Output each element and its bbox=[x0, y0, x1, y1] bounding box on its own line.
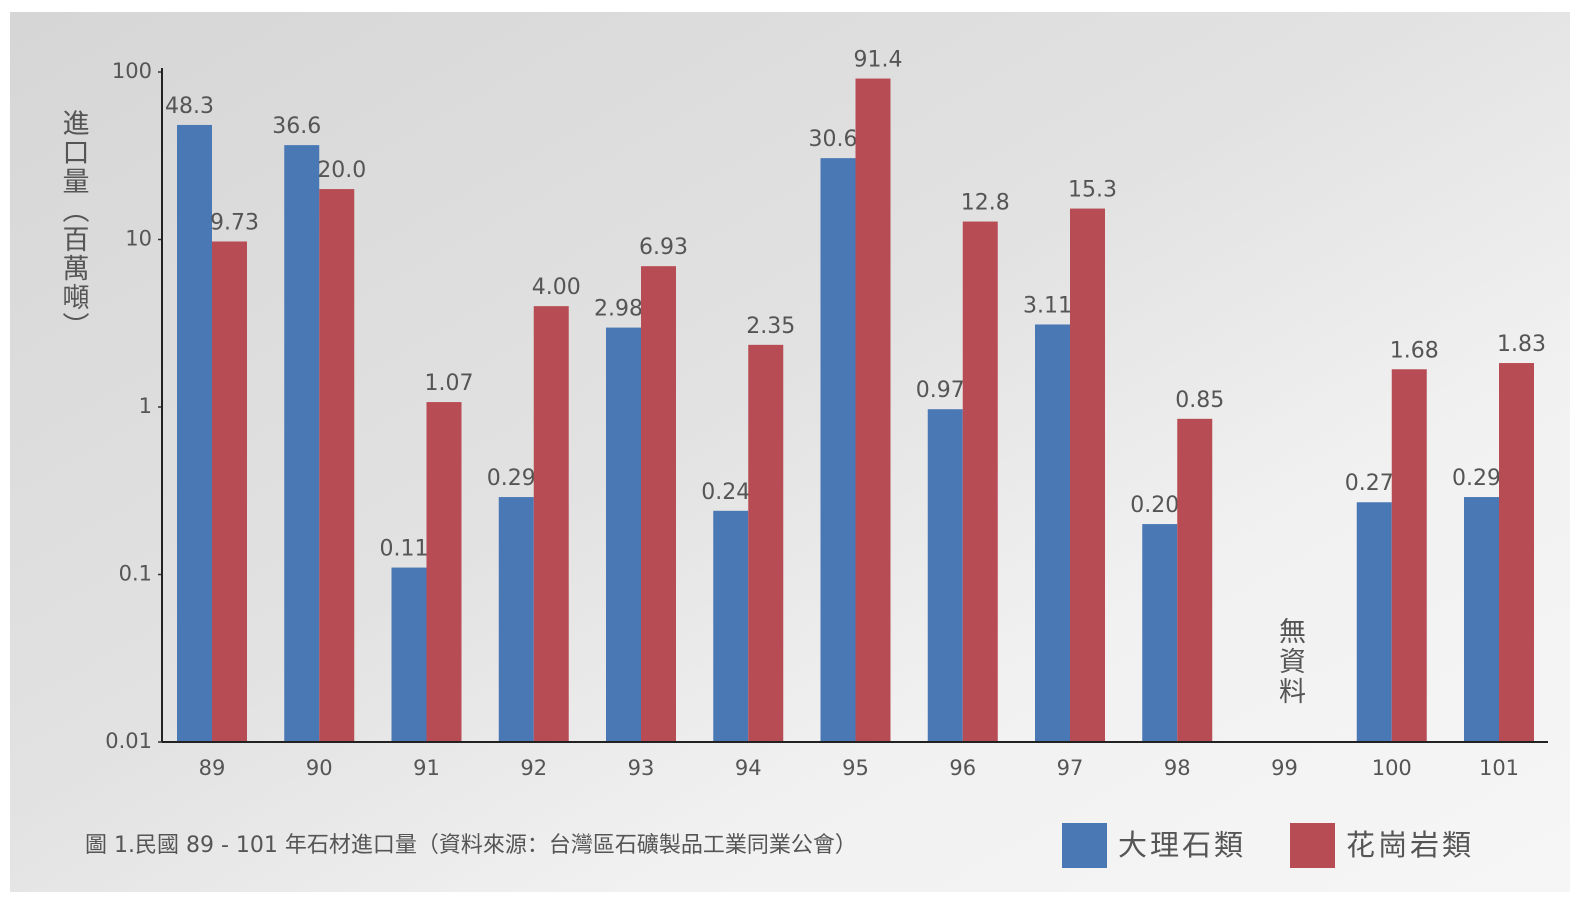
value-label: 48.3 bbox=[165, 94, 214, 119]
bar bbox=[1499, 363, 1534, 742]
bar bbox=[1177, 418, 1213, 742]
bar bbox=[748, 344, 784, 742]
value-label: 1.83 bbox=[1497, 332, 1546, 357]
bar bbox=[533, 306, 569, 742]
value-label: 1.07 bbox=[425, 371, 474, 396]
value-label: 30.6 bbox=[809, 127, 858, 152]
bar bbox=[927, 409, 963, 742]
bar bbox=[212, 241, 247, 743]
x-tick-label: 98 bbox=[1164, 756, 1191, 780]
bar bbox=[962, 221, 998, 742]
x-tick-label: 96 bbox=[949, 756, 976, 780]
value-label: 2.35 bbox=[746, 314, 795, 339]
bar bbox=[1391, 369, 1427, 742]
x-tick-label: 92 bbox=[520, 756, 547, 780]
y-axis-label: 進口量（百萬噸） bbox=[58, 109, 90, 341]
bar bbox=[855, 78, 891, 743]
value-label: 9.73 bbox=[210, 210, 259, 235]
bar bbox=[426, 402, 462, 742]
x-tick-label: 100 bbox=[1372, 756, 1412, 780]
legend-swatch bbox=[1290, 823, 1335, 868]
value-label: 0.85 bbox=[1175, 388, 1224, 413]
value-label: 0.11 bbox=[380, 537, 429, 562]
bar bbox=[1356, 502, 1392, 742]
bar bbox=[1142, 524, 1178, 742]
value-label: 3.11 bbox=[1023, 293, 1072, 318]
x-tick-label: 94 bbox=[735, 756, 762, 780]
x-tick-label: 101 bbox=[1479, 756, 1519, 780]
value-label: 1.68 bbox=[1390, 338, 1439, 363]
x-tick-label: 97 bbox=[1057, 756, 1084, 780]
bar bbox=[606, 327, 641, 742]
bar bbox=[641, 266, 676, 742]
y-tick-label: 0.01 bbox=[105, 729, 152, 753]
legend-label: 花崗岩類 bbox=[1346, 828, 1474, 862]
bar bbox=[713, 510, 749, 742]
x-tick-label: 89 bbox=[199, 756, 226, 780]
value-label: 36.6 bbox=[272, 114, 321, 139]
x-tick-label: 95 bbox=[842, 756, 869, 780]
legend-label: 大理石類 bbox=[1118, 828, 1246, 862]
bar bbox=[319, 189, 355, 743]
value-label: 0.29 bbox=[487, 466, 536, 491]
value-label: 2.98 bbox=[594, 297, 643, 322]
x-tick-label: 90 bbox=[306, 756, 333, 780]
background bbox=[10, 12, 1570, 892]
caption: 圖 1.民國 89 - 101 年石材進口量（資料來源：台灣區石礦製品工業同業公… bbox=[85, 833, 857, 858]
bar bbox=[820, 158, 856, 742]
value-label: 15.3 bbox=[1068, 178, 1117, 203]
x-tick-label: 99 bbox=[1271, 756, 1298, 780]
legend-swatch bbox=[1062, 823, 1107, 868]
bar bbox=[391, 567, 427, 742]
bar bbox=[1464, 497, 1499, 742]
value-label: 20.0 bbox=[317, 158, 366, 183]
y-tick-label: 1 bbox=[139, 394, 152, 418]
bar bbox=[1035, 324, 1070, 742]
y-tick-label: 100 bbox=[112, 59, 152, 83]
value-label: 12.8 bbox=[961, 191, 1010, 216]
y-tick-label: 10 bbox=[125, 227, 152, 251]
value-label: 4.00 bbox=[532, 275, 581, 300]
value-label: 0.29 bbox=[1452, 466, 1501, 491]
value-label: 6.93 bbox=[639, 235, 688, 260]
value-label: 0.20 bbox=[1130, 493, 1179, 518]
value-label: 0.97 bbox=[916, 378, 965, 403]
bar bbox=[498, 497, 534, 742]
bar bbox=[177, 124, 212, 743]
x-tick-label: 93 bbox=[628, 756, 655, 780]
annotation: 無資料 bbox=[1274, 617, 1306, 707]
y-tick-label: 0.1 bbox=[119, 562, 152, 586]
x-tick-label: 91 bbox=[413, 756, 440, 780]
value-label: 91.4 bbox=[854, 48, 903, 73]
value-label: 0.27 bbox=[1345, 471, 1394, 496]
bar bbox=[284, 145, 320, 742]
value-label: 0.24 bbox=[701, 480, 750, 505]
bar bbox=[1070, 208, 1105, 742]
